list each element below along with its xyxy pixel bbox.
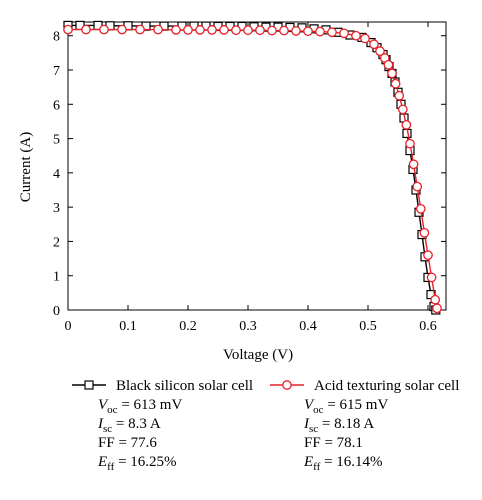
data-point: [401, 120, 412, 130]
data-point: [327, 27, 337, 38]
data-point: [415, 204, 426, 214]
y-tick-label: 1: [53, 270, 60, 285]
data-point: [81, 24, 91, 35]
data-point: [255, 25, 265, 36]
eff-stat: Eff = 16.25%: [97, 454, 177, 473]
data-point: [426, 272, 437, 283]
legend-label: Black silicon solar cell: [116, 378, 253, 394]
y-axis-label: Current (A): [18, 132, 34, 202]
x-tick-label: 0.5: [359, 319, 377, 334]
legend-marker: [282, 380, 292, 390]
data-point: [207, 25, 217, 35]
data-point: [375, 46, 385, 56]
series-line: [68, 24, 437, 311]
eff-stat-value: 16.25%: [130, 454, 176, 470]
data-point: [153, 24, 163, 35]
data-point: [387, 68, 397, 79]
data-point: [63, 24, 73, 35]
series-1: [63, 20, 441, 315]
data-point: [419, 228, 430, 238]
eff-stat: Eff = 16.14%: [303, 454, 383, 473]
voc-stat: Voc = 615 mV: [304, 397, 388, 416]
x-tick-label: 0.2: [179, 319, 197, 334]
data-point: [99, 24, 109, 35]
y-tick-label: 2: [53, 235, 60, 250]
data-point: [117, 24, 127, 35]
data-point: [390, 78, 401, 89]
legend-label: Acid texturing solar cell: [314, 378, 459, 394]
series-2: [63, 24, 442, 314]
isc-stat: Isc = 8.3 A: [97, 416, 161, 435]
data-point: [171, 25, 181, 35]
data-point: [351, 30, 361, 41]
x-axis-label: Voltage (V): [223, 347, 293, 363]
y-tick-label: 7: [53, 64, 60, 79]
data-point: [183, 25, 193, 35]
ff-stat-value: 77.6: [131, 435, 158, 451]
data-point: [432, 303, 442, 314]
series-line: [68, 28, 438, 309]
y-tick-label: 4: [53, 167, 60, 182]
data-point: [369, 39, 379, 50]
legend-marker: [84, 380, 94, 390]
x-tick-label: 0.6: [419, 319, 437, 334]
data-point: [291, 26, 301, 36]
y-tick-label: 0: [53, 304, 60, 319]
voc-stat-value: 615 mV: [340, 397, 389, 413]
data-point: [303, 26, 313, 37]
isc-stat-value: 8.3 A: [128, 416, 161, 432]
voc-stat: Voc = 613 mV: [98, 397, 182, 416]
plot-area-border: [67, 21, 447, 311]
voc-stat-value: 613 mV: [134, 397, 183, 413]
y-axis: 0 1 2 3 4 5 6 7 8: [53, 30, 446, 319]
data-point: [219, 25, 229, 35]
data-point: [135, 24, 145, 35]
ff-stat: FF = 77.6: [98, 435, 157, 451]
x-tick-label: 0.3: [239, 319, 257, 334]
eff-stat-value: 16.14%: [336, 454, 382, 470]
data-point: [315, 26, 325, 37]
y-tick-label: 3: [53, 201, 60, 216]
data-point: [243, 25, 253, 36]
x-tick-label: 0: [65, 319, 72, 334]
y-tick-label: 8: [53, 30, 60, 45]
data-point: [231, 25, 241, 36]
x-tick-label: 0.4: [299, 319, 317, 334]
data-point: [195, 25, 205, 35]
data-point: [383, 60, 394, 70]
ff-stat-value: 78.1: [337, 435, 363, 451]
data-point: [405, 138, 415, 149]
data-point: [267, 25, 277, 36]
y-tick-label: 6: [53, 98, 60, 113]
x-axis: 0 0.1 0.2 0.3 0.4 0.5 0.6: [65, 22, 437, 334]
data-point: [408, 159, 419, 170]
data-point: [394, 90, 405, 101]
data-point: [397, 104, 408, 115]
x-tick-label: 0.1: [119, 319, 137, 334]
data-point: [430, 294, 441, 305]
y-tick-label: 5: [53, 133, 60, 148]
data-point: [423, 250, 433, 260]
isc-stat-value: 8.18 A: [334, 416, 374, 432]
data-point: [360, 33, 370, 44]
isc-stat: Isc = 8.18 A: [303, 416, 374, 435]
series-layer: [63, 20, 442, 315]
ff-stat: FF = 78.1: [304, 435, 363, 451]
data-point: [412, 181, 423, 192]
data-point: [279, 25, 289, 36]
data-point: [339, 28, 349, 39]
plot-frame: [67, 21, 447, 311]
